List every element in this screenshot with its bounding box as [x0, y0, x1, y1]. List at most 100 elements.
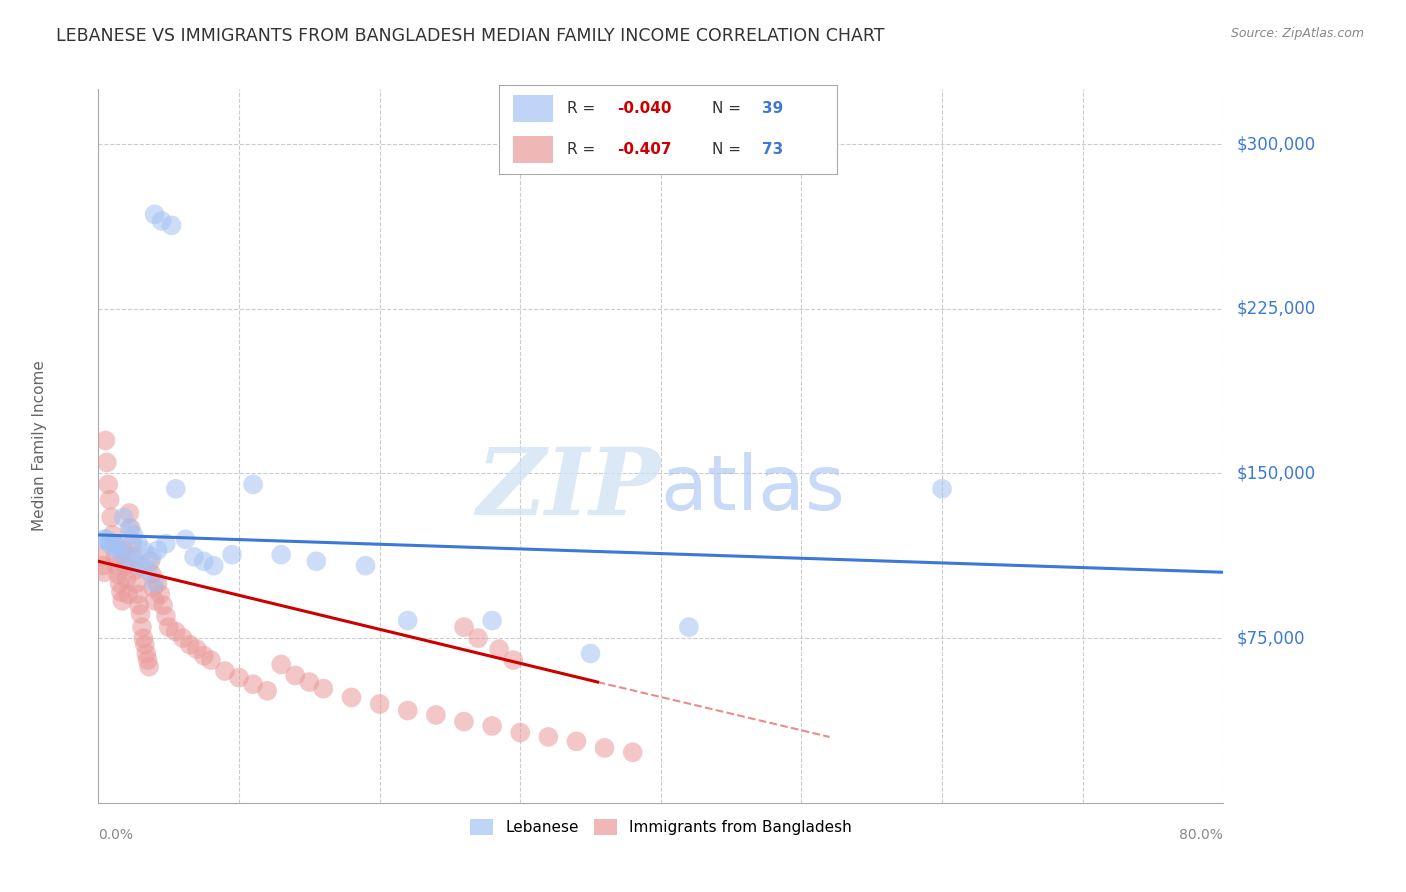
Point	[143, 594, 166, 608]
Point	[221, 548, 243, 562]
Point	[193, 648, 215, 663]
Point	[174, 533, 197, 547]
Point	[118, 506, 141, 520]
Point	[93, 566, 115, 580]
Text: $150,000: $150,000	[1237, 465, 1316, 483]
Point	[105, 558, 128, 573]
Point	[112, 543, 135, 558]
Point	[200, 653, 222, 667]
Point	[270, 548, 292, 562]
Point	[129, 558, 152, 573]
Point	[141, 549, 163, 564]
Point	[193, 554, 215, 568]
Point	[94, 533, 117, 547]
Point	[143, 576, 166, 591]
Point	[108, 539, 131, 553]
Point	[110, 545, 132, 559]
Point	[270, 657, 292, 672]
Point	[128, 598, 150, 612]
Point	[127, 537, 149, 551]
Point	[202, 558, 225, 573]
Point	[124, 563, 146, 577]
Point	[340, 690, 363, 705]
Point	[112, 510, 135, 524]
Bar	[513, 95, 553, 122]
Point	[481, 614, 503, 628]
Point	[621, 745, 644, 759]
Point	[931, 482, 953, 496]
Point	[165, 624, 187, 639]
Point	[115, 549, 138, 564]
Text: atlas: atlas	[661, 452, 845, 525]
Text: $225,000: $225,000	[1237, 300, 1316, 318]
Point	[127, 587, 149, 601]
Point	[91, 558, 114, 573]
Point	[135, 647, 157, 661]
Point	[120, 521, 142, 535]
Point	[138, 659, 160, 673]
Point	[98, 537, 121, 551]
Point	[242, 477, 264, 491]
Point	[593, 740, 616, 755]
Point	[108, 576, 131, 591]
Text: -0.040: -0.040	[617, 102, 672, 116]
Point	[115, 572, 138, 586]
Point	[97, 477, 120, 491]
Point	[111, 594, 134, 608]
Text: $300,000: $300,000	[1237, 135, 1316, 153]
Point	[396, 614, 419, 628]
Point	[100, 510, 122, 524]
Point	[155, 609, 177, 624]
Point	[186, 642, 208, 657]
Point	[425, 708, 447, 723]
Point	[122, 554, 145, 568]
Point	[537, 730, 560, 744]
Point	[103, 537, 125, 551]
Legend: Lebanese, Immigrants from Bangladesh: Lebanese, Immigrants from Bangladesh	[464, 814, 858, 841]
Point	[183, 549, 205, 564]
Point	[146, 576, 169, 591]
Point	[242, 677, 264, 691]
Text: 73: 73	[762, 143, 783, 157]
Point	[121, 537, 143, 551]
Point	[134, 638, 156, 652]
Point	[94, 434, 117, 448]
Point	[256, 683, 278, 698]
Point	[104, 549, 127, 564]
Point	[579, 647, 602, 661]
Text: LEBANESE VS IMMIGRANTS FROM BANGLADESH MEDIAN FAMILY INCOME CORRELATION CHART: LEBANESE VS IMMIGRANTS FROM BANGLADESH M…	[56, 27, 884, 45]
Point	[132, 631, 155, 645]
Text: ZIP: ZIP	[477, 444, 661, 533]
Point	[305, 554, 328, 568]
Point	[142, 581, 165, 595]
Point	[125, 576, 148, 591]
Point	[396, 704, 419, 718]
Point	[118, 521, 141, 535]
Point	[143, 207, 166, 221]
Point	[114, 558, 136, 573]
Point	[149, 587, 172, 601]
Point	[172, 631, 194, 645]
Point	[228, 671, 250, 685]
Point	[122, 549, 145, 564]
Point	[179, 638, 201, 652]
Bar	[513, 136, 553, 163]
Text: Median Family Income: Median Family Income	[32, 360, 48, 532]
Text: R =: R =	[567, 143, 600, 157]
Text: R =: R =	[567, 102, 600, 116]
Text: N =: N =	[711, 143, 745, 157]
Point	[565, 734, 588, 748]
Point	[150, 214, 173, 228]
Point	[141, 567, 163, 582]
Point	[132, 543, 155, 558]
Text: Source: ZipAtlas.com: Source: ZipAtlas.com	[1230, 27, 1364, 40]
Point	[104, 541, 127, 555]
Point	[136, 653, 159, 667]
Point	[467, 631, 489, 645]
Point	[488, 642, 510, 657]
Point	[157, 620, 180, 634]
Point	[160, 219, 183, 233]
Point	[214, 664, 236, 678]
Point	[131, 620, 153, 634]
Point	[312, 681, 335, 696]
